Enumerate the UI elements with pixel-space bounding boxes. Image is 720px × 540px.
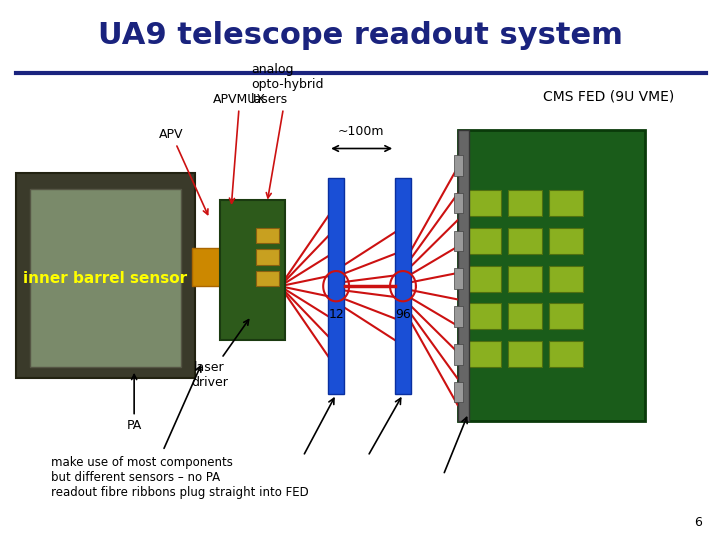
Text: 96: 96 [395, 308, 411, 321]
Bar [256, 271, 279, 286]
Bar [454, 231, 463, 251]
Bar [458, 130, 469, 421]
Bar [508, 190, 542, 216]
Text: PA: PA [127, 375, 142, 433]
Bar [256, 228, 279, 243]
Bar [549, 303, 583, 329]
Bar [467, 228, 501, 254]
Text: CMS FED (9U VME): CMS FED (9U VME) [543, 89, 674, 103]
Text: ~100m: ~100m [338, 125, 384, 138]
Text: 12: 12 [328, 308, 344, 321]
Text: UA9 telescope readout system: UA9 telescope readout system [98, 21, 623, 50]
Bar [508, 303, 542, 329]
Bar [395, 178, 411, 394]
Text: make use of most components
but different sensors – no PA
readout fibre ribbons : make use of most components but differen… [51, 456, 309, 500]
Bar [508, 228, 542, 254]
Bar [454, 344, 463, 365]
Bar [220, 200, 285, 340]
Bar [508, 266, 542, 292]
Bar [454, 306, 463, 327]
Bar [467, 266, 501, 292]
Text: inner barrel sensor: inner barrel sensor [23, 271, 187, 286]
Bar [549, 341, 583, 367]
Text: laser
driver: laser driver [192, 320, 248, 389]
Bar [467, 190, 501, 216]
Bar [549, 266, 583, 292]
Text: APV: APV [159, 127, 208, 214]
Bar [458, 130, 644, 421]
Bar [508, 341, 542, 367]
Bar [549, 190, 583, 216]
Bar [454, 268, 463, 289]
Text: APVMUX: APVMUX [213, 92, 266, 203]
Text: analog
opto-hybrid
lasers: analog opto-hybrid lasers [251, 63, 324, 198]
Bar [454, 155, 463, 176]
Bar [256, 249, 279, 265]
Bar [16, 173, 195, 378]
Bar [467, 341, 501, 367]
Bar [454, 382, 463, 402]
Bar [454, 193, 463, 213]
Bar [467, 303, 501, 329]
Bar [30, 189, 181, 367]
Bar [192, 248, 228, 286]
Bar [328, 178, 344, 394]
Bar [549, 228, 583, 254]
Text: 6: 6 [694, 516, 702, 529]
